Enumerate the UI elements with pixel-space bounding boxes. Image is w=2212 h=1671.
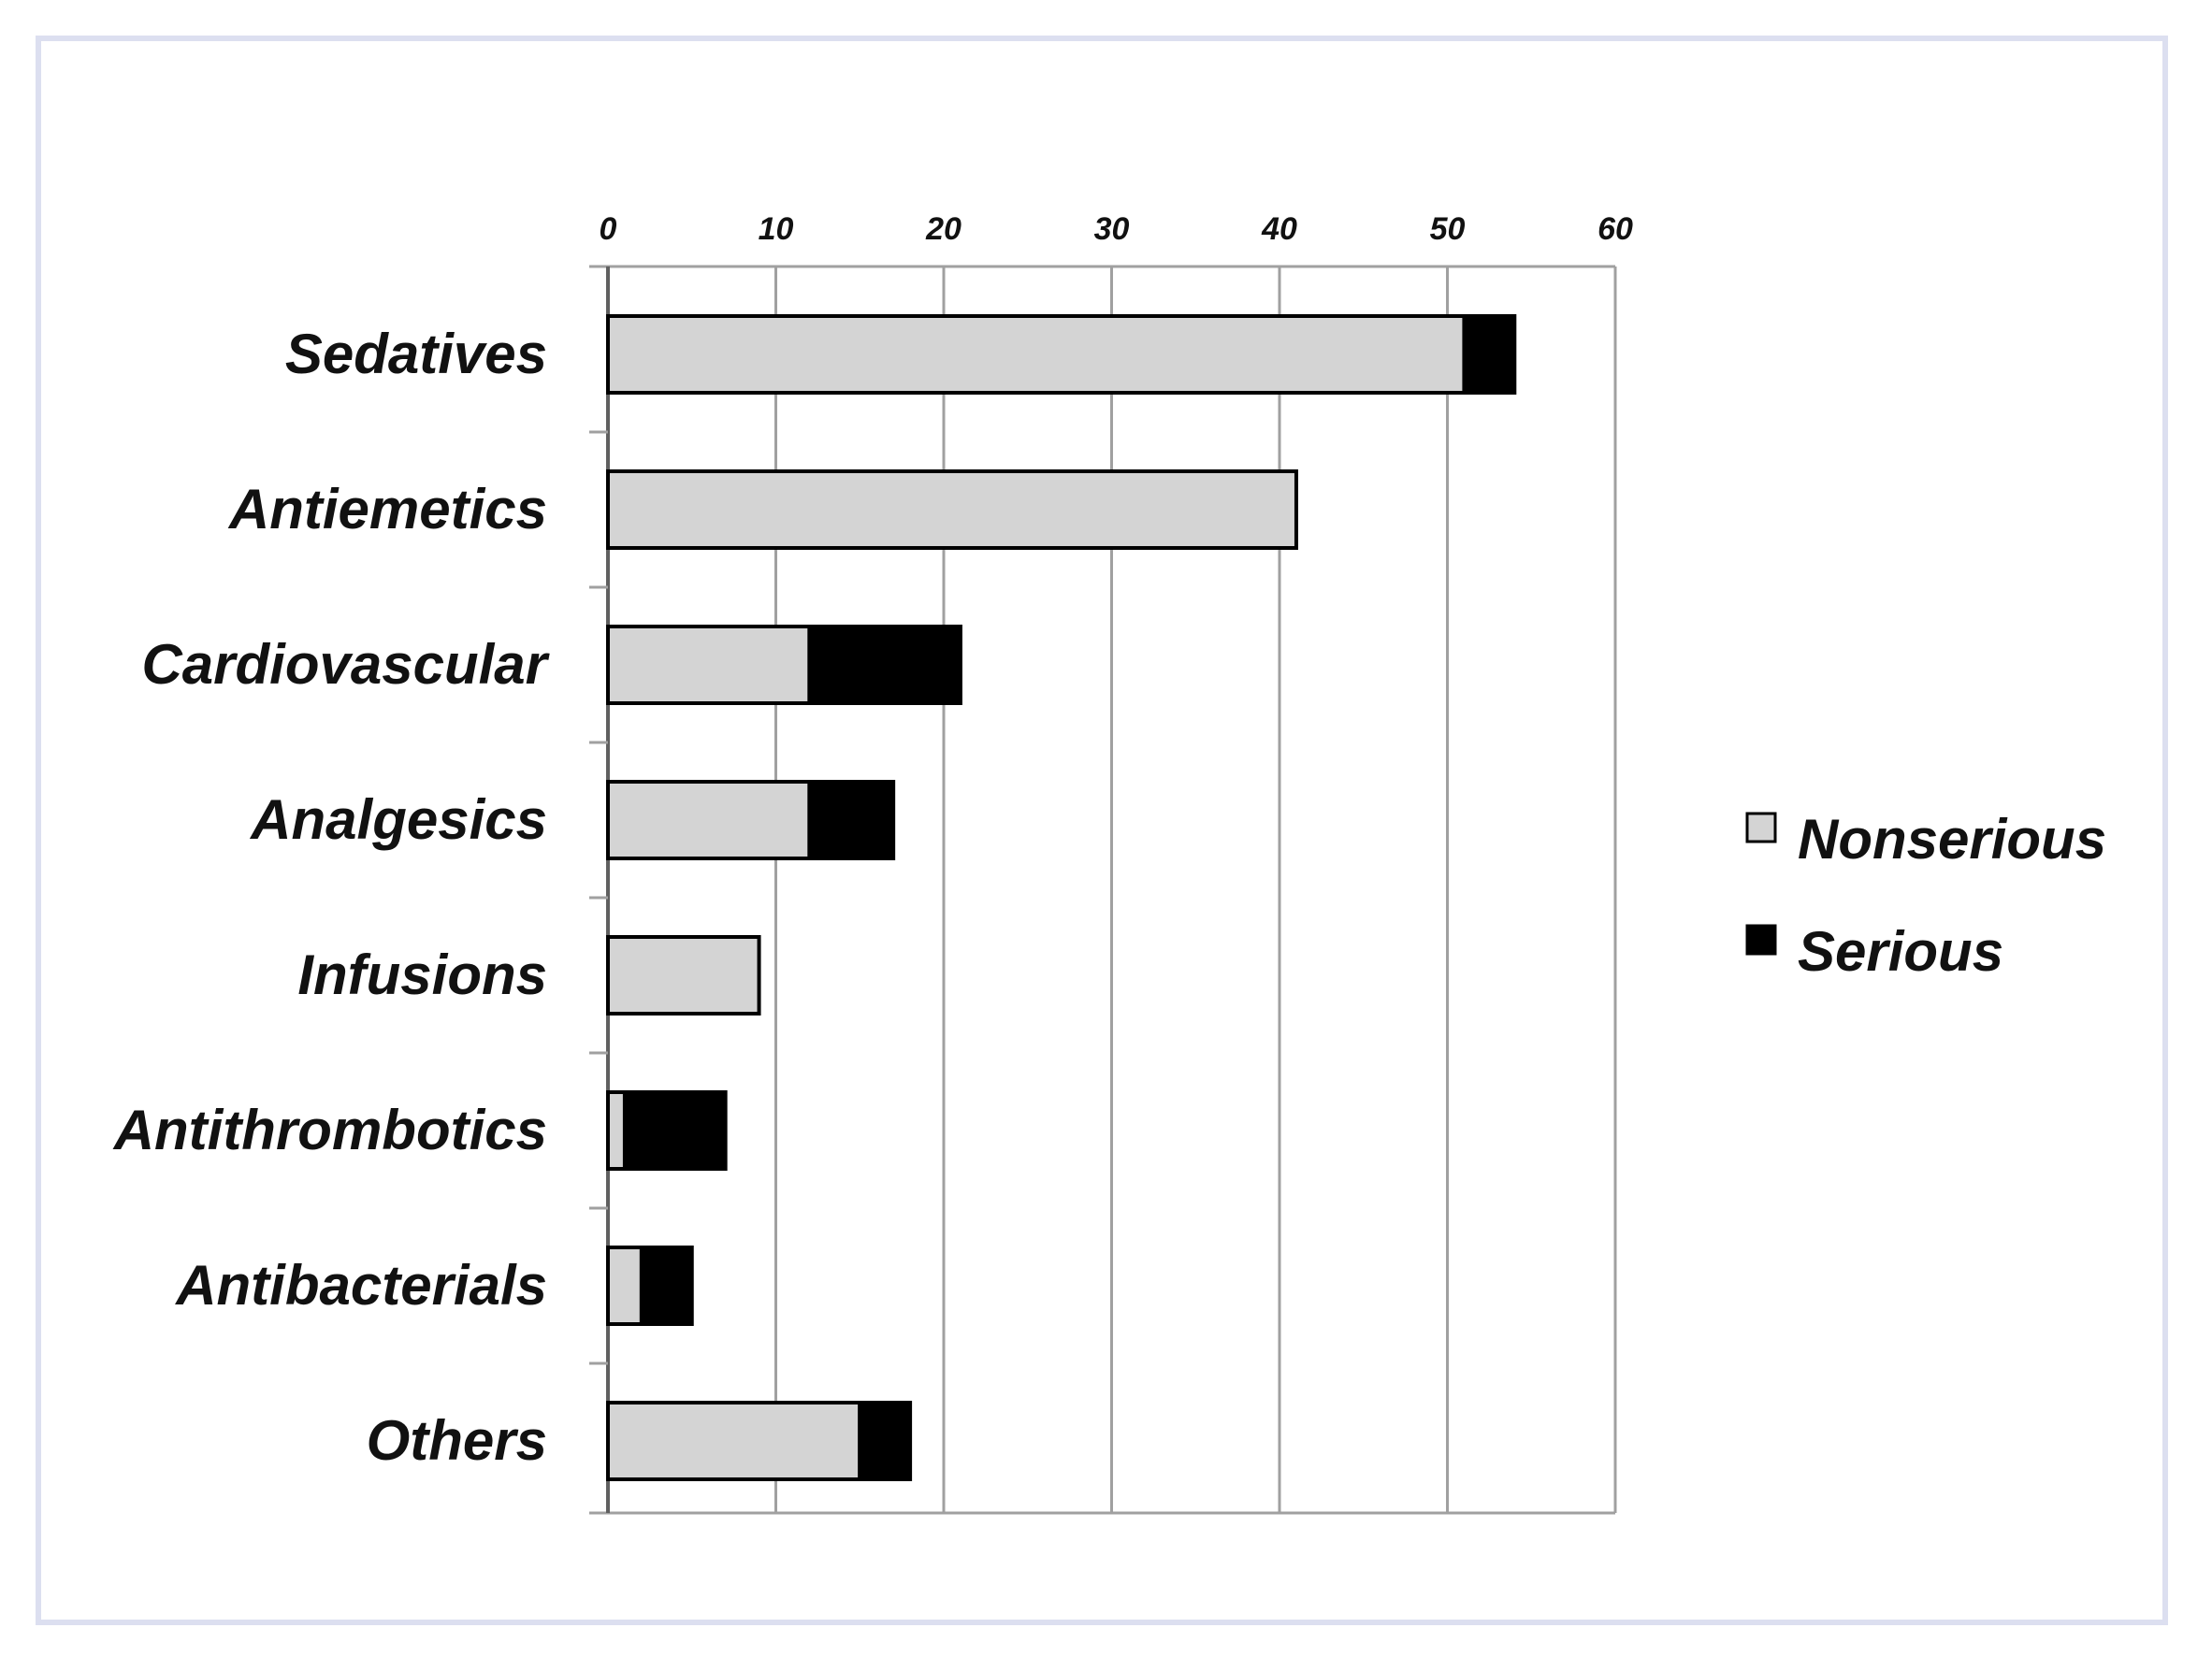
category-label-antiemetics: Antiemetics <box>227 478 547 540</box>
category-label-infusions: Infusions <box>297 944 547 1006</box>
legend-label-nonserious: Nonserious <box>1798 808 2106 871</box>
x-tick-label-60: 60 <box>1598 211 1633 247</box>
x-axis-tick-labels: 0 10 20 30 40 50 60 <box>600 211 1633 247</box>
category-label-antibacterials: Antibacterials <box>174 1254 547 1317</box>
legend-swatch-serious <box>1745 924 1777 956</box>
x-tick-label-10: 10 <box>759 211 794 247</box>
bar-sedatives-serious <box>1462 314 1517 395</box>
bar-antiemetics-nonserious <box>606 469 1298 550</box>
category-label-antithrombotics: Antithrombotics <box>112 1099 547 1161</box>
category-label-cardiovascular: Cardiovascular <box>141 633 550 696</box>
legend: Nonserious Serious <box>1745 808 2106 983</box>
legend-label-serious: Serious <box>1798 920 2003 983</box>
bar-others-nonserious <box>606 1401 862 1481</box>
legend-swatch-nonserious <box>1745 812 1777 843</box>
bar-analgesics-serious <box>807 780 896 860</box>
bar-antithrombotics-serious <box>622 1090 728 1171</box>
x-tick-label-40: 40 <box>1261 211 1297 247</box>
gridlines <box>606 266 1617 1513</box>
x-tick-label-50: 50 <box>1430 211 1466 247</box>
category-labels: Sedatives Antiemetics Cardiovascular Analge… <box>112 323 551 1472</box>
bar-antibacterials-nonserious <box>606 1246 643 1326</box>
figure-frame <box>36 36 2168 1625</box>
x-tick-label-30: 30 <box>1094 211 1130 247</box>
bar-antithrombotics-nonserious <box>606 1090 627 1171</box>
bar-analgesics-nonserious <box>606 780 812 860</box>
category-label-others: Others <box>367 1409 547 1472</box>
bar-sedatives-nonserious <box>606 314 1467 395</box>
x-tick-label-20: 20 <box>925 211 961 247</box>
category-label-sedatives: Sedatives <box>285 323 547 385</box>
category-label-analgesics: Analgesics <box>249 788 547 851</box>
bar-cardiovascular-nonserious <box>606 625 812 705</box>
bar-cardiovascular-serious <box>807 625 962 705</box>
bars <box>606 314 1517 1481</box>
bar-infusions-nonserious <box>606 935 761 1016</box>
bar-others-serious <box>858 1401 913 1481</box>
bar-antibacterials-serious <box>639 1246 694 1326</box>
axes <box>589 265 1615 1515</box>
x-tick-label-0: 0 <box>600 211 617 247</box>
